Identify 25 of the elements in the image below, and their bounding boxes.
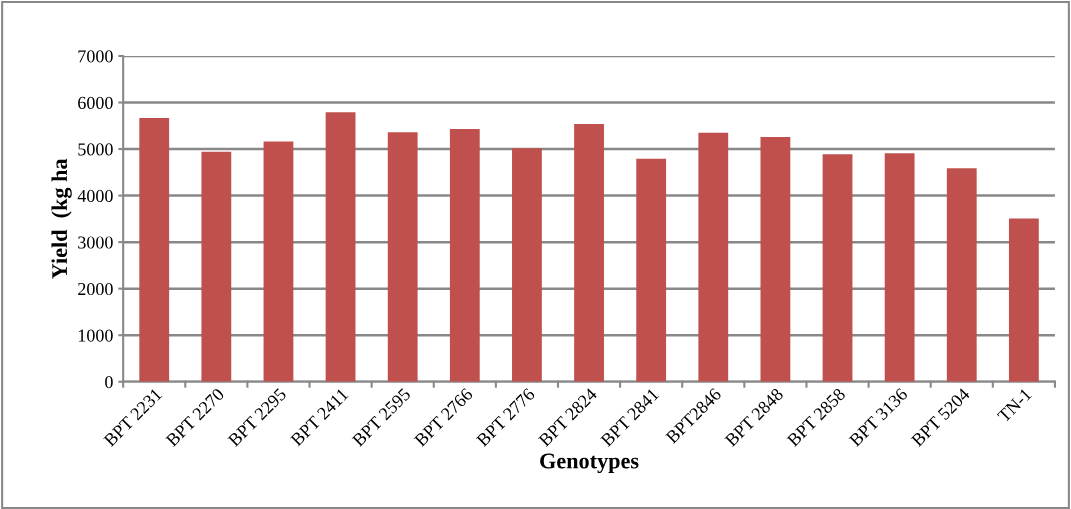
bar bbox=[263, 141, 294, 382]
bar bbox=[1008, 218, 1039, 382]
bar bbox=[139, 117, 170, 382]
bar bbox=[636, 158, 667, 382]
x-axis-title: Genotypes bbox=[540, 453, 639, 474]
bar bbox=[822, 154, 853, 382]
y-tick-label: 6000 bbox=[78, 96, 113, 109]
bar bbox=[512, 148, 542, 382]
bar bbox=[698, 132, 729, 382]
bar bbox=[201, 151, 232, 382]
y-tick-label: 3000 bbox=[78, 236, 113, 249]
y-tick-label: 1000 bbox=[78, 329, 113, 342]
bar bbox=[449, 129, 480, 382]
y-axis-title: Yield (kg ha bbox=[51, 158, 72, 279]
bar bbox=[884, 153, 915, 382]
y-tick-label: 4000 bbox=[77, 189, 113, 203]
bar bbox=[946, 168, 977, 382]
y-tick-label: 0 bbox=[105, 376, 113, 389]
bar bbox=[760, 136, 791, 382]
y-tick-label: 5000 bbox=[78, 143, 113, 156]
y-tick-label: 2000 bbox=[78, 282, 113, 296]
bar bbox=[387, 132, 418, 382]
y-tick-label: 7000 bbox=[78, 50, 113, 63]
bar bbox=[574, 123, 604, 382]
bar bbox=[325, 112, 356, 382]
